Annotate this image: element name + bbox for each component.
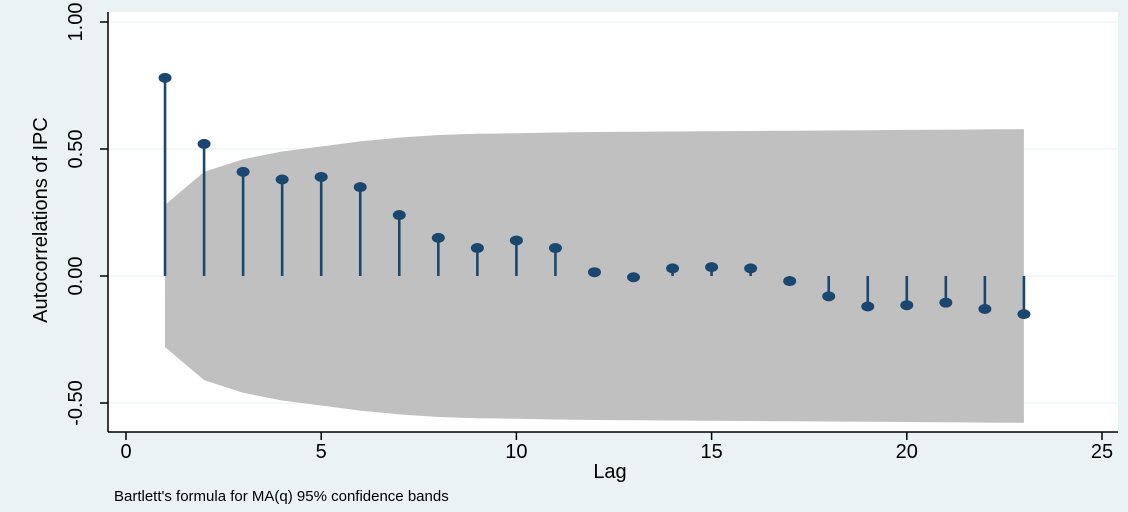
y-tick-label: 0.50 — [65, 130, 87, 169]
acf-lag-20 — [900, 276, 914, 311]
acf-lag-12 — [587, 267, 601, 278]
x-tick-label: 20 — [896, 441, 918, 463]
stem-marker — [900, 300, 914, 311]
stem-marker — [744, 263, 758, 274]
stem-marker — [353, 182, 367, 193]
stem-marker — [470, 243, 484, 254]
y-tick-label: 0.00 — [65, 257, 87, 296]
acf-lag-11 — [548, 243, 562, 276]
stem-marker — [509, 235, 523, 246]
stem-marker — [822, 291, 836, 302]
tick-labels: -0.50 0.00 0.50 1.00 0 5 10 15 20 25 — [65, 3, 1113, 463]
acf-lag-16 — [744, 263, 758, 276]
stem-marker — [275, 174, 289, 185]
x-tick-label: 5 — [316, 441, 327, 463]
x-axis-title: Lag — [593, 461, 626, 483]
stem-marker — [861, 301, 875, 312]
acf-lag-13 — [627, 272, 641, 283]
stem-marker — [705, 262, 719, 273]
acf-lag-4 — [275, 174, 289, 276]
stem-series — [158, 72, 1031, 320]
y-tick-label: -0.50 — [65, 380, 87, 426]
stem-marker — [627, 272, 641, 283]
stem-marker — [587, 267, 601, 278]
chart-note: Bartlett's formula for MA(q) 95% confide… — [114, 488, 449, 505]
stem-marker — [939, 297, 953, 308]
x-tick-label: 0 — [120, 441, 131, 463]
y-tick-label: 1.00 — [65, 3, 87, 42]
acf-lag-14 — [666, 263, 680, 276]
stem-marker — [978, 304, 992, 315]
acf-lag-1 — [158, 72, 172, 276]
acf-lag-5 — [314, 171, 328, 276]
acf-lag-9 — [470, 243, 484, 276]
acf-lag-7 — [392, 210, 406, 276]
stem-marker — [392, 210, 406, 221]
acf-lag-6 — [353, 182, 367, 276]
stem-marker — [314, 171, 328, 182]
stem-marker — [158, 72, 172, 83]
acf-lag-10 — [509, 235, 523, 276]
stem-marker — [431, 232, 445, 243]
stem-marker — [197, 138, 211, 149]
stem-marker — [666, 263, 680, 274]
acf-lag-22 — [978, 276, 992, 315]
acf-lag-23 — [1017, 276, 1031, 320]
stem-marker — [783, 276, 797, 287]
acf-lag-2 — [197, 138, 211, 276]
y-axis-title: Autocorrelations of IPC — [30, 117, 52, 323]
acf-lag-17 — [783, 276, 797, 287]
x-tick-label: 10 — [505, 441, 527, 463]
acf-lag-8 — [431, 232, 445, 276]
acf-lag-15 — [705, 262, 719, 276]
x-tick-label: 25 — [1091, 441, 1113, 463]
acf-lag-3 — [236, 166, 250, 276]
axes — [100, 12, 1118, 440]
stem-marker — [236, 166, 250, 177]
x-tick-label: 15 — [700, 441, 722, 463]
stem-marker — [1017, 309, 1031, 320]
acf-lag-21 — [939, 276, 953, 308]
acf-lag-18 — [822, 276, 836, 302]
stem-marker — [548, 243, 562, 254]
acf-lag-19 — [861, 276, 875, 312]
